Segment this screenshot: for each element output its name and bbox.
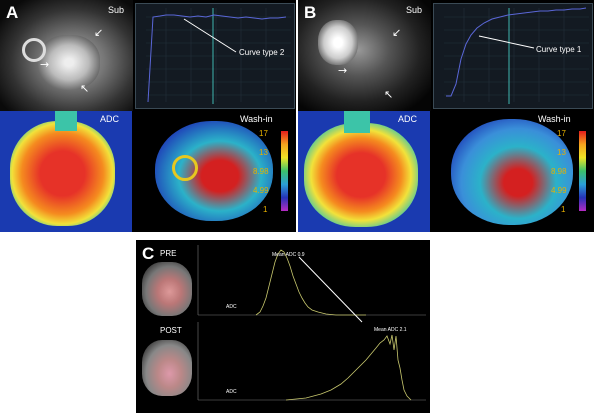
panel-b-washin-tissue — [451, 119, 573, 225]
panel-b: ↙ → ↖ B Sub Curve type 1 ADC — [298, 0, 594, 232]
panel-a-washin-ring — [172, 155, 198, 181]
panel-b-curve-pointer — [478, 35, 535, 49]
panel-a-adc-map — [0, 111, 132, 232]
panel-c-post-adc-axis: ADC — [226, 389, 237, 395]
panel-a-cbar-tick-0: 17 — [259, 129, 268, 138]
panel-c-pre-mean: Mean ADC 0.9 — [272, 252, 305, 258]
panel-c: C PRE POST Mean ADC 0.9 Mean ADC 2.1 ADC… — [136, 240, 430, 413]
panel-b-adc-map — [298, 111, 430, 232]
panel-a-cbar-tick-3: 4.99 — [253, 186, 269, 195]
panel-a-arrow-2: → — [40, 58, 50, 71]
panel-a-sub-ring — [22, 38, 46, 62]
panel-a-cbar-tick-1: 13 — [259, 148, 268, 157]
panel-b-washin-map: 17 13 8.98 4.99 1 — [433, 111, 594, 232]
panel-b-sub-organ — [318, 20, 358, 65]
panel-b-letter: B — [304, 3, 317, 22]
panel-a-sub-organ — [38, 35, 100, 90]
panel-b-cbar-tick-2: 8.98 — [551, 167, 567, 176]
panel-a-curve-label: Curve type 2 — [239, 48, 285, 57]
panel-c-pre-label: PRE — [160, 249, 177, 258]
panel-a-adc-top — [55, 111, 77, 131]
panel-a-curve-svg — [146, 8, 291, 104]
panel-c-mean-connector — [298, 256, 363, 323]
panel-a-washin-label: Wash-in — [240, 114, 273, 124]
panel-b-washin-label: Wash-in — [538, 114, 571, 124]
panel-b-adc-top — [344, 111, 370, 133]
panel-a-cbar-tick-4: 1 — [263, 205, 268, 214]
panel-a-washin-map: 17 13 8.98 4.99 1 — [135, 111, 296, 232]
panel-b-colorbar — [579, 131, 586, 211]
panel-b-curve-svg — [444, 7, 589, 104]
panel-c-pre-histogram — [255, 249, 366, 316]
panel-b-sub-label: Sub — [406, 5, 423, 15]
panel-a-adc-tissue — [10, 121, 115, 226]
panel-a-curve-plot: Curve type 2 — [135, 3, 295, 109]
panel-a-curve-line — [147, 14, 287, 103]
panel-c-letter: C — [142, 244, 155, 263]
panel-c-post-label: POST — [160, 326, 182, 335]
panel-b-sub-image: ↙ → ↖ — [298, 0, 431, 111]
panel-b-curve-plot: Curve type 1 — [433, 3, 593, 109]
panel-b-cbar-tick-1: 13 — [557, 148, 566, 157]
panel-b-cbar-tick-4: 1 — [561, 205, 566, 214]
panel-b-arrow-3: ↖ — [384, 88, 394, 101]
panel-a-cbar-tick-2: 8.98 — [253, 167, 269, 176]
panel-b-cbar-tick-0: 17 — [557, 129, 566, 138]
panel-c-post-thumbnail — [142, 340, 192, 396]
panel-a-sub-label: Sub — [108, 5, 125, 15]
panel-a-sub-image: ↙ → ↖ — [0, 0, 133, 111]
panel-c-pre-thumbnail — [142, 262, 192, 316]
panel-b-adc-label: ADC — [398, 114, 418, 124]
panel-b-arrow-1: ↙ — [392, 26, 402, 39]
panel-a-letter: A — [6, 3, 19, 22]
panel-a-arrow-3: ↖ — [80, 82, 90, 95]
panel-b-arrow-2: → — [338, 64, 348, 77]
panel-a-colorbar — [281, 131, 288, 211]
panel-a-arrow-1: ↙ — [94, 26, 104, 39]
panel-c-histograms — [197, 245, 426, 401]
panel-a-adc-label: ADC — [100, 114, 120, 124]
panel-c-post-mean: Mean ADC 2.1 — [374, 327, 407, 333]
panel-b-curve-line — [446, 7, 587, 97]
panel-a-curve-pointer — [183, 18, 237, 53]
panel-a: ↙ → ↖ A Sub Curve type 2 ADC — [0, 0, 296, 232]
panel-b-cbar-tick-3: 4.99 — [551, 186, 567, 195]
panel-b-curve-label: Curve type 1 — [536, 45, 582, 54]
panel-c-post-histogram — [285, 334, 412, 401]
panel-c-pre-adc-axis: ADC — [226, 304, 237, 310]
panel-b-adc-tissue — [304, 123, 418, 227]
